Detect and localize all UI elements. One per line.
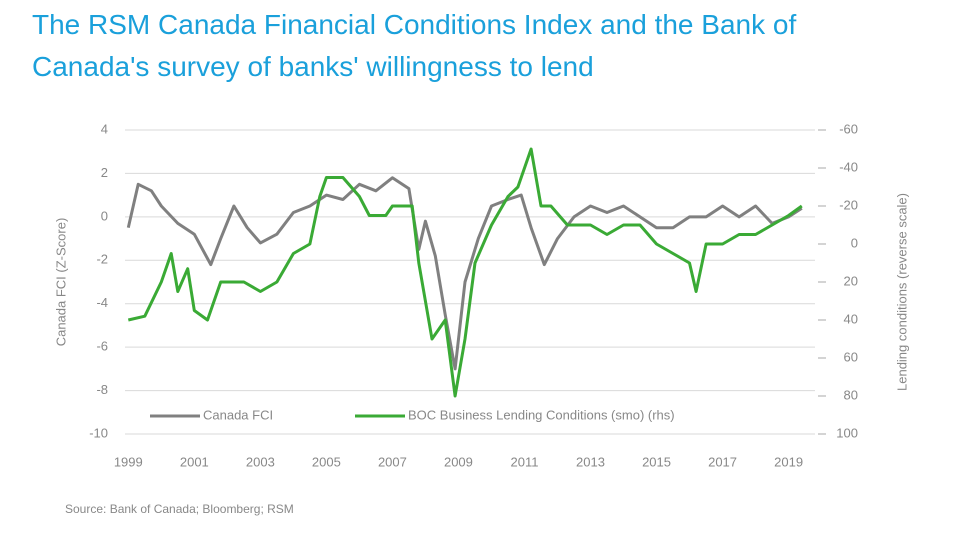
- y2-tick-label: -40: [839, 159, 858, 174]
- y2-tick-label: 100: [836, 425, 858, 440]
- x-tick-label: 2013: [576, 454, 605, 469]
- chart-title: The RSM Canada Financial Conditions Inde…: [32, 4, 932, 88]
- y-tick-label: 4: [101, 121, 108, 136]
- x-tick-label: 2017: [708, 454, 737, 469]
- y-tick-label: -6: [96, 339, 108, 354]
- x-tick-label: 2007: [378, 454, 407, 469]
- x-tick-label: 2009: [444, 454, 473, 469]
- series-line: [126, 176, 803, 371]
- x-tick-label: 2005: [312, 454, 341, 469]
- y-axis-label: Canada FCI (Z-Score): [53, 218, 68, 347]
- title-line: The RSM Canada Financial Conditions Inde…: [32, 9, 797, 40]
- y2-tick-label: 20: [844, 273, 858, 288]
- source: Source: Bank of Canada; Bloomberg; RSM: [65, 502, 294, 516]
- y-tick-label: -8: [96, 382, 108, 397]
- x-tick-label: 2003: [246, 454, 275, 469]
- y-tick-label: -2: [96, 252, 108, 267]
- y-tick-label: -4: [96, 295, 108, 310]
- y2-axis-label: Lending conditions (reverse scale): [894, 193, 909, 391]
- legend-label: BOC Business Lending Conditions (smo) (r…: [408, 407, 675, 422]
- title-line: Canada's survey of banks' willingness to…: [32, 51, 594, 82]
- y2-tick-label: 80: [844, 387, 858, 402]
- x-tick-label: 2019: [774, 454, 803, 469]
- y-tick-label: 0: [101, 208, 108, 223]
- y-tick-label: 2: [101, 165, 108, 180]
- x-tick-label: 2011: [510, 454, 538, 469]
- y2-tick-label: 0: [851, 235, 858, 250]
- series-line: [127, 147, 803, 398]
- y-tick-label: -10: [89, 425, 108, 440]
- x-tick-label: 2001: [180, 454, 209, 469]
- legend-label: Canada FCI: [203, 407, 273, 422]
- x-tick-label: 2015: [642, 454, 671, 469]
- y2-tick-label: 40: [844, 311, 858, 326]
- y2-tick-label: -20: [839, 197, 858, 212]
- x-tick-label: 1999: [114, 454, 143, 469]
- y2-tick-label: 60: [844, 349, 858, 364]
- y2-tick-label: -60: [839, 121, 858, 136]
